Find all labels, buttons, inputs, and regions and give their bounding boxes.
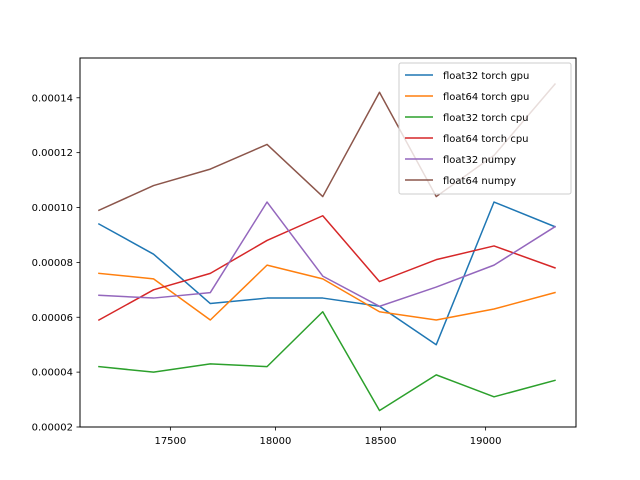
y-tick-label: 0.00002 <box>32 423 73 434</box>
y-tick-label: 0.00010 <box>32 203 73 214</box>
y-tick-label: 0.00004 <box>32 368 73 379</box>
legend-label: float64 torch gpu <box>443 92 529 103</box>
series-line-2 <box>98 311 556 412</box>
y-tick-label: 0.00008 <box>32 258 73 269</box>
y-tick-label: 0.00014 <box>32 93 73 104</box>
series-line-1 <box>98 264 556 321</box>
y-tick-label: 0.00012 <box>32 148 73 159</box>
legend: float32 torch gpu float64 torch gpu float3… <box>398 62 572 195</box>
legend-box <box>398 62 572 195</box>
x-axis: 17500 18000 18500 19000 <box>154 427 502 447</box>
series-line-4 <box>98 201 557 308</box>
legend-label: float64 numpy <box>443 176 516 187</box>
legend-label: float32 torch gpu <box>443 71 529 82</box>
plot-frame <box>79 57 577 428</box>
x-tick-label: 17500 <box>154 436 186 447</box>
x-tick-label: 18000 <box>260 436 292 447</box>
y-tick-label: 0.00006 <box>32 313 73 324</box>
x-tick-label: 18500 <box>365 436 397 447</box>
x-tick-label: 19000 <box>470 436 502 447</box>
legend-label: float32 torch cpu <box>443 113 529 124</box>
legend-label: float32 numpy <box>443 155 516 166</box>
y-axis: 0.00002 0.00004 0.00006 0.00008 0.00010 0.000… <box>32 93 80 434</box>
series-line-0 <box>97 201 556 346</box>
series-line-3 <box>97 215 556 322</box>
legend-label: float64 torch cpu <box>443 134 529 145</box>
